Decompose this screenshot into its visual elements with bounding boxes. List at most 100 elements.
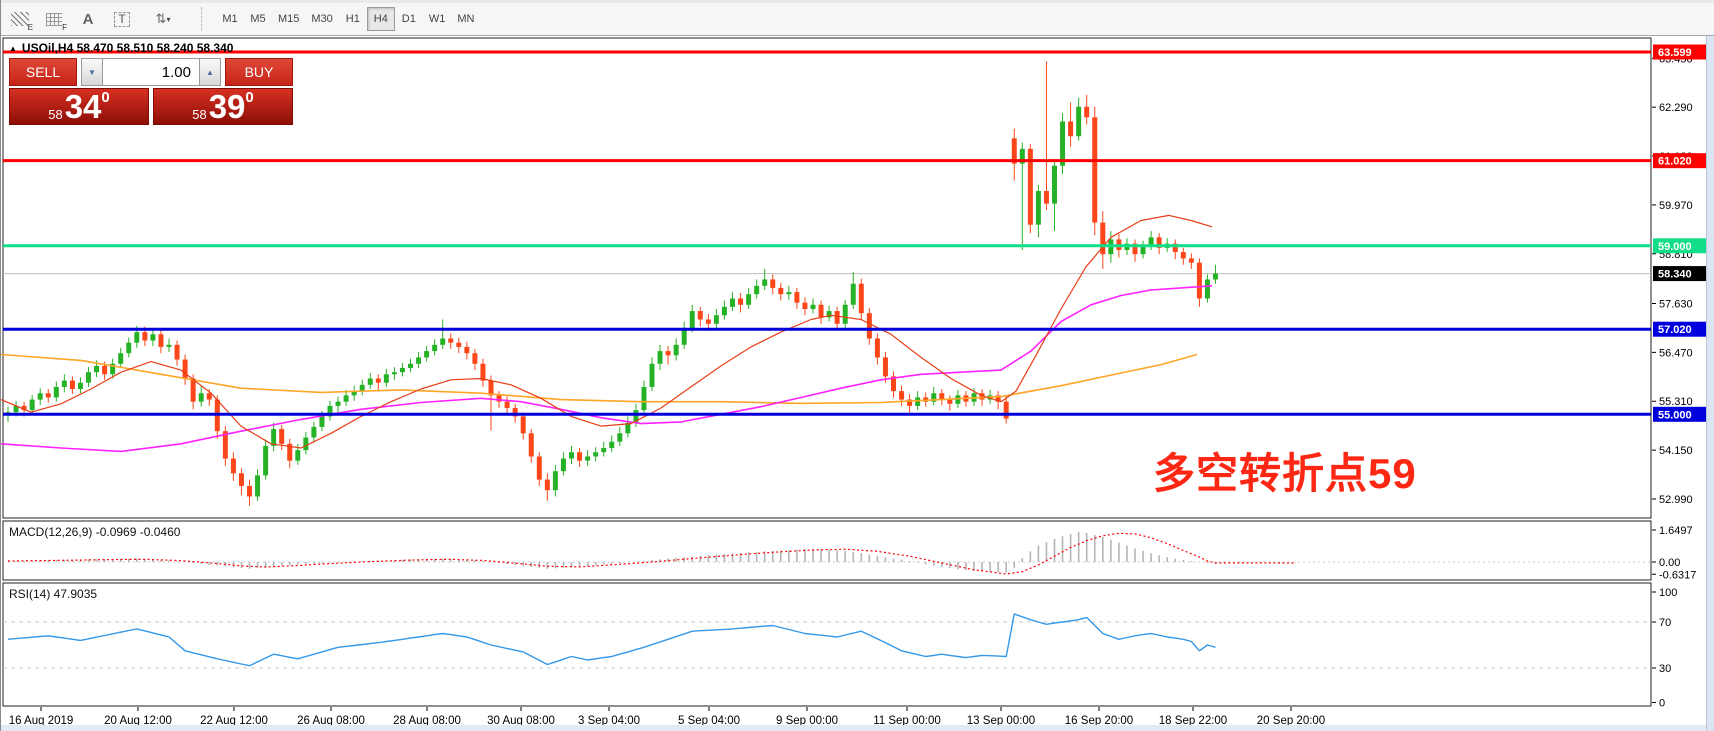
chart-area[interactable]: 63.45062.29061.13059.97058.81057.63056.4… bbox=[1, 36, 1714, 731]
rsi-line bbox=[7, 613, 1216, 667]
candle-body bbox=[375, 378, 381, 383]
candle-body bbox=[1148, 237, 1154, 246]
candle-body bbox=[947, 399, 953, 404]
candle-body bbox=[424, 351, 430, 358]
buy-price-whole: 58 bbox=[192, 107, 207, 122]
candle-body bbox=[681, 327, 687, 345]
x-axis-tick-label: 16 Aug 2019 bbox=[9, 715, 74, 727]
y-axis-tick-label: 54.150 bbox=[1659, 445, 1693, 457]
timeframe-button-m5[interactable]: M5 bbox=[250, 13, 266, 25]
candle-body bbox=[802, 302, 808, 309]
candle-body bbox=[625, 422, 631, 434]
x-axis-tick-label: 3 Sep 04:00 bbox=[578, 715, 640, 727]
letter-a-glyph: A bbox=[82, 10, 94, 28]
candle-body bbox=[520, 416, 526, 434]
vertical-scrollbar[interactable] bbox=[1706, 36, 1714, 731]
candle-body bbox=[1213, 273, 1218, 280]
icon-subscript: E bbox=[27, 23, 33, 32]
candle-body bbox=[126, 342, 132, 354]
candle-body bbox=[673, 344, 679, 356]
candle-body bbox=[69, 380, 75, 390]
timeframe-button-h1[interactable]: H1 bbox=[345, 13, 360, 25]
candle-body bbox=[198, 393, 204, 402]
price-level-label-bg bbox=[1653, 44, 1713, 60]
font-icon[interactable]: A bbox=[75, 7, 101, 31]
candle-body bbox=[641, 386, 647, 411]
candle-body bbox=[754, 285, 760, 295]
sort-indicators-icon[interactable]: ⇅ ▾ bbox=[143, 7, 183, 31]
candle-body bbox=[794, 292, 800, 303]
candle-body bbox=[110, 363, 116, 375]
sell-price-display[interactable]: 58 34 0 bbox=[9, 88, 149, 125]
price-level-label: 59.000 bbox=[1658, 241, 1692, 253]
candle-body bbox=[480, 363, 486, 381]
candle-body bbox=[206, 393, 212, 400]
candle-body bbox=[1188, 258, 1194, 263]
buy-price-pips: 39 bbox=[208, 88, 246, 125]
candle-body bbox=[552, 471, 558, 491]
timeframe-button-mn[interactable]: MN bbox=[457, 13, 475, 25]
text-box-icon[interactable]: T bbox=[109, 7, 135, 31]
candle-body bbox=[311, 426, 317, 438]
timeframe-button-group: M1 M5 M15 M30 H1 H4 D1 W1 MN bbox=[216, 7, 480, 31]
price-level-label: 63.599 bbox=[1658, 47, 1692, 59]
candle-body bbox=[705, 319, 711, 324]
candle-body bbox=[37, 393, 43, 400]
price-level-label-bg bbox=[1653, 238, 1713, 254]
macd-signal-line bbox=[7, 532, 1296, 575]
icon-subscript: F bbox=[62, 23, 67, 32]
candle-body bbox=[569, 452, 574, 459]
timeframe-button-h4[interactable]: H4 bbox=[366, 7, 395, 31]
candle-body bbox=[77, 382, 83, 390]
draw-style-icon[interactable]: E bbox=[7, 7, 33, 32]
chart-canvas[interactable]: 63.45062.29061.13059.97058.81057.63056.4… bbox=[1, 36, 1714, 731]
candle-body bbox=[102, 365, 108, 375]
candle-body bbox=[255, 475, 261, 497]
candle-body bbox=[874, 338, 880, 358]
symbol-quote-header: ▲ USOil,H4 58.470 58.510 58.240 58.340 bbox=[9, 41, 233, 55]
candle-body bbox=[118, 353, 124, 364]
candle-body bbox=[657, 351, 663, 364]
candle-body bbox=[1172, 243, 1178, 253]
candle-body bbox=[13, 405, 19, 413]
candle-body bbox=[818, 304, 824, 318]
candle-body bbox=[271, 429, 277, 446]
buy-button[interactable]: BUY bbox=[225, 58, 293, 86]
candle-body bbox=[134, 332, 140, 343]
rsi-indicator-label: RSI(14) 47.9035 bbox=[9, 587, 98, 601]
buy-price-display[interactable]: 58 39 0 bbox=[153, 88, 293, 125]
current-price-label-bg bbox=[1653, 266, 1713, 282]
candle-body bbox=[689, 311, 695, 328]
candle-body bbox=[544, 479, 550, 491]
candle-body bbox=[327, 405, 333, 417]
y-axis-tick-label: 52.990 bbox=[1659, 494, 1693, 506]
candle-body bbox=[464, 346, 470, 354]
candle-body bbox=[1060, 121, 1066, 166]
candle-body bbox=[1003, 401, 1009, 419]
candle-body bbox=[383, 374, 389, 383]
candle-body bbox=[391, 372, 397, 375]
candle-body bbox=[182, 359, 188, 379]
timeframe-button-m30[interactable]: M30 bbox=[311, 13, 333, 25]
x-axis-tick-label: 5 Sep 04:00 bbox=[678, 715, 740, 727]
sell-button[interactable]: SELL bbox=[9, 58, 77, 86]
candle-body bbox=[1084, 106, 1090, 118]
chart-toolbar: E F A T ⇅ ▾ M1 M5 M15 M30 H1 H4 D1 W1 MN bbox=[1, 0, 1714, 36]
candle-body bbox=[939, 393, 945, 400]
volume-increase-button[interactable]: ▲ bbox=[199, 58, 221, 86]
volume-input[interactable] bbox=[103, 58, 199, 86]
timeframe-button-m1[interactable]: M1 bbox=[222, 13, 238, 25]
candle-body bbox=[746, 294, 752, 305]
grid-style-icon[interactable]: F bbox=[41, 7, 67, 32]
timeframe-button-w1[interactable]: W1 bbox=[428, 13, 446, 25]
expand-triangle-icon[interactable]: ▲ bbox=[9, 43, 17, 53]
candle-body bbox=[456, 342, 462, 347]
candle-body bbox=[762, 279, 768, 286]
candle-body bbox=[21, 405, 27, 411]
price-level-label-bg bbox=[1653, 321, 1713, 337]
x-axis-tick-label: 20 Sep 20:00 bbox=[1257, 715, 1325, 727]
timeframe-button-m15[interactable]: M15 bbox=[278, 13, 300, 25]
volume-decrease-button[interactable]: ▼ bbox=[81, 58, 103, 86]
timeframe-button-d1[interactable]: D1 bbox=[401, 13, 416, 25]
